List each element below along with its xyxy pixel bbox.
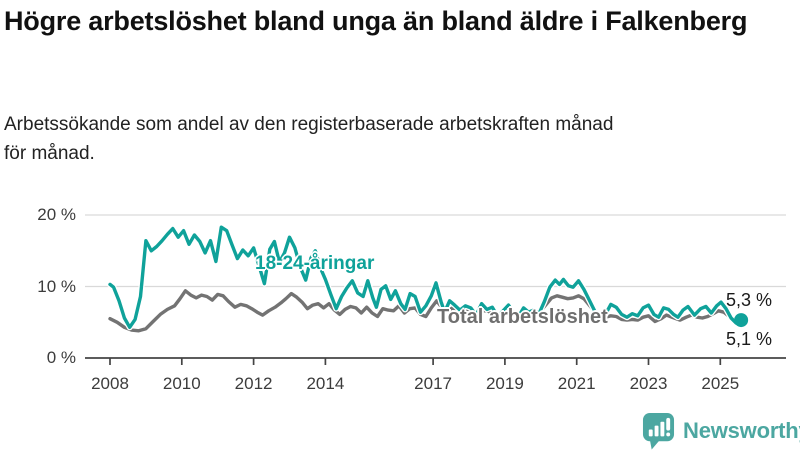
x-tick-label: 2023 — [629, 374, 668, 393]
x-tick-label: 2019 — [485, 374, 524, 393]
series-label-total: Total arbetslöshet — [437, 306, 608, 328]
chart-subtitle: Arbetssökande som andel av den registerb… — [4, 114, 614, 165]
series-label-youth: 18-24-åringar — [255, 253, 375, 274]
x-tick-label: 2014 — [306, 374, 345, 393]
x-tick-label: 2010 — [162, 374, 201, 393]
y-tick-label: 10 % — [37, 276, 76, 296]
y-tick-label: 20 % — [37, 205, 76, 224]
series-line-youth — [108, 225, 743, 329]
bar-chart-speech-bubble-icon — [642, 413, 675, 450]
end-value-label-total: 5,1 % — [725, 329, 772, 349]
x-tick-label: 2012 — [234, 374, 273, 393]
newsworthy-logo: Newsworthy — [642, 412, 800, 450]
x-tick-label: 2008 — [91, 374, 129, 393]
page-title: Högre arbetslöshet bland unga än bland ä… — [4, 6, 748, 36]
end-value-label-youth: 5,3 % — [725, 290, 772, 310]
series-line-total — [108, 289, 743, 333]
x-tick-label: 2021 — [557, 374, 596, 393]
end-point-dot — [734, 313, 749, 328]
x-tick-label: 2025 — [701, 374, 740, 393]
brand-name: Newsworthy — [683, 418, 800, 443]
y-tick-label: 0 % — [46, 348, 76, 367]
x-tick-label: 2017 — [414, 374, 452, 393]
